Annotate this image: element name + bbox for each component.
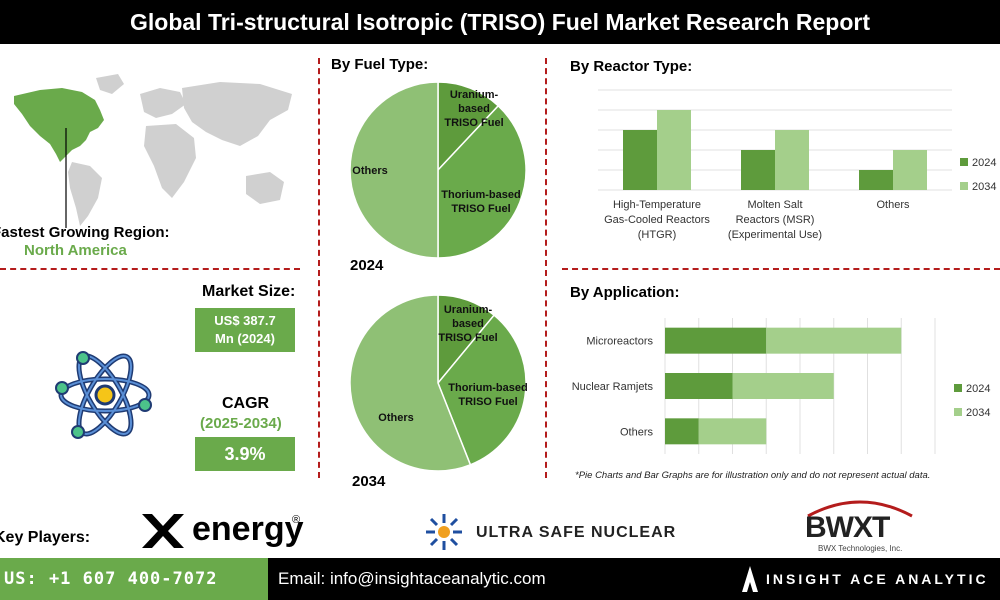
pie-label: Others [352, 165, 387, 177]
report-title: Global Tri-structural Isotropic (TRISO) … [0, 0, 1000, 44]
pie-slice-thorium-based-triso-fuel [437, 314, 527, 466]
divider [0, 268, 300, 270]
category-label: Others [620, 426, 654, 438]
bar-2034 [657, 110, 691, 190]
category-label: High-Temperature Gas-Cooled Reactors (HTGR… [604, 199, 710, 241]
bwxt-logo-arc [807, 500, 913, 518]
asia [182, 82, 292, 146]
legend-swatch [954, 408, 962, 416]
reactor-type-chart: High-Temperature Gas-Cooled Reactors (HTGR… [598, 89, 996, 241]
divider [318, 58, 320, 478]
legend-label: 2034 [972, 181, 996, 193]
category-label: Microreactors [586, 336, 653, 348]
bwxt-subtitle: BWX Technologies, Inc. [818, 544, 903, 553]
bar-2024 [665, 373, 733, 399]
market-size-year: Mn (2024) [215, 331, 275, 346]
registered-mark: ® [292, 514, 301, 526]
bar-2024 [623, 130, 657, 190]
market-size-value: US$ 387.7 [214, 313, 276, 328]
bar-2024 [665, 327, 767, 354]
region-label: Fastest Growing Region: [0, 224, 170, 241]
africa [144, 124, 196, 198]
footer-brand: INSIGHT ACE ANALYTIC [766, 571, 989, 587]
bar-2034 [775, 130, 809, 190]
divider [562, 268, 1000, 270]
application-chart: Microreactors Nuclear Ramjets Others 2024 20… [572, 318, 990, 454]
bar-2034 [698, 418, 767, 445]
pie-slice-others [349, 294, 472, 472]
pie-label: Uranium-based TRISO Fuel [438, 304, 497, 344]
pie-slice-others [349, 81, 439, 259]
disclaimer: *Pie Charts and Bar Graphs are for illus… [575, 470, 931, 481]
pie-label: Thorium-based TRISO Fuel [441, 189, 520, 215]
bar-2034 [732, 373, 834, 399]
pie-chart-2024: Uranium-based TRISO Fuel Thorium-based TRIS… [349, 81, 527, 259]
market-size-box: US$ 387.7 Mn (2024) [195, 308, 295, 352]
ultra-safe-nuclear-logo-icon [426, 514, 462, 550]
region-value: North America [24, 242, 127, 259]
reactor-type-title: By Reactor Type: [570, 58, 693, 75]
pie-label: Thorium-based TRISO Fuel [448, 382, 527, 408]
pie-2024-year: 2024 [350, 257, 384, 274]
north-america-region [14, 88, 104, 162]
ultra-safe-nuclear-wordmark: ULTRA SAFE NUCLEAR [476, 524, 677, 541]
bar-2024 [859, 170, 893, 190]
x-energy-logo [142, 514, 184, 548]
divider [545, 58, 547, 478]
market-size-label: Market Size: [202, 283, 296, 300]
insight-ace-logo-icon [742, 566, 758, 592]
bwxt-wordmark: BWXT [805, 511, 890, 544]
pie-slice-thorium-based-triso-fuel [437, 104, 527, 259]
legend-swatch [960, 182, 968, 190]
key-players-label: Key Players: [0, 529, 91, 546]
legend-label: 2034 [966, 407, 990, 419]
europe [140, 88, 186, 118]
pie-label: Uranium-based TRISO Fuel [444, 89, 503, 129]
atom-icon [55, 351, 152, 439]
category-label: Others [876, 199, 910, 211]
category-label: Nuclear Ramjets [572, 381, 654, 393]
bar-2024 [665, 418, 699, 445]
pie-label: Others [378, 412, 413, 424]
world-map [14, 74, 292, 228]
application-title: By Application: [570, 284, 680, 301]
footer-bar: US: +1 607 400-7072 Email: info@insighta… [0, 558, 1000, 600]
pie-chart-2034: Uranium-based TRISO Fuel Thorium-based TRIS… [349, 294, 528, 472]
australia [246, 172, 284, 204]
bar-2034 [766, 327, 902, 354]
cagr-period: (2025-2034) [200, 415, 282, 432]
bar-2034 [893, 150, 927, 190]
x-energy-wordmark: energy [192, 510, 304, 548]
footer-phone[interactable]: US: +1 607 400-7072 [0, 558, 268, 600]
legend-swatch [954, 384, 962, 392]
cagr-label: CAGR [222, 395, 270, 412]
greenland [96, 74, 124, 94]
footer-email[interactable]: Email: info@insightaceanalytic.com [278, 569, 546, 588]
pie-2034-year: 2034 [352, 473, 386, 490]
south-america [68, 162, 102, 226]
fuel-type-title: By Fuel Type: [331, 56, 429, 73]
cagr-value: 3.9% [195, 437, 295, 471]
bar-2024 [741, 150, 775, 190]
legend-label: 2024 [966, 383, 990, 395]
category-label: Molten Salt Reactors (MSR) (Experimental U… [728, 199, 822, 241]
legend-swatch [960, 158, 968, 166]
legend-label: 2024 [972, 157, 996, 169]
pie-slice-uranium-based-triso-fuel [437, 81, 500, 172]
